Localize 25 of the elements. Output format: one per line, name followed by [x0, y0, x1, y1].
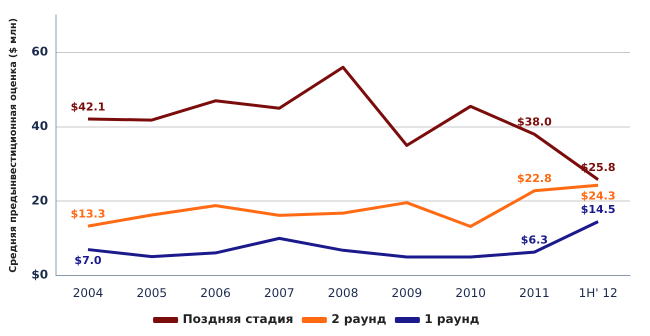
data-label: $7.0 — [74, 254, 102, 267]
x-tick-label: 2006 — [200, 286, 231, 300]
data-label: $22.8 — [516, 172, 552, 186]
data-label: $24.3 — [580, 190, 616, 203]
y-tick-label: 60 — [31, 44, 48, 59]
x-tick-label: 2008 — [328, 286, 358, 300]
data-label: $13.3 — [70, 207, 106, 220]
y-tick-label: 40 — [31, 118, 48, 133]
x-tick-label: 1H' 12 — [578, 286, 618, 300]
y-tick-label: 20 — [31, 193, 48, 208]
y-axis-title: Средняя предынвестиционная оценка ($ млн) — [8, 18, 20, 273]
x-tick-label: 2005 — [136, 286, 168, 300]
legend-label: Поздняя стадия — [182, 312, 294, 326]
data-label: $14.5 — [580, 203, 616, 216]
x-tick-label: 2011 — [519, 286, 550, 300]
data-label: $38.0 — [516, 116, 552, 129]
data-label: $42.1 — [70, 100, 106, 114]
x-tick-label: 2007 — [264, 286, 295, 300]
x-tick-label: 2009 — [392, 286, 422, 300]
x-tick-label: 2004 — [72, 286, 104, 300]
y-tick-label: $0 — [31, 268, 48, 282]
legend-label: 2 раунд — [331, 312, 387, 326]
legend-label: 1 раунд — [424, 312, 480, 326]
data-label: $6.3 — [520, 234, 548, 247]
x-tick-label: 2010 — [455, 286, 486, 300]
